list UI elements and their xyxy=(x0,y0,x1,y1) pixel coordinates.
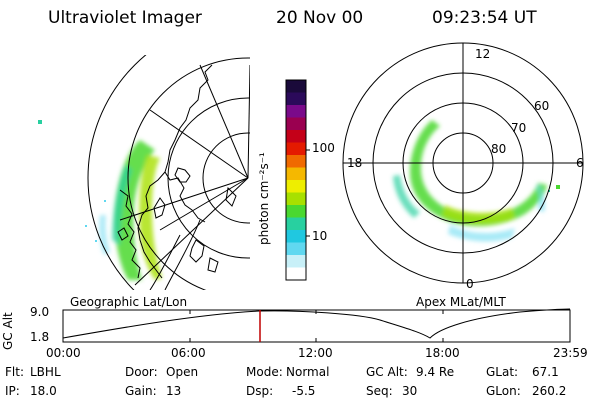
colorbar-swatch xyxy=(286,105,306,118)
info-glat-value: 67.1 xyxy=(532,365,559,379)
timeline-frame xyxy=(62,309,571,343)
timeline-ticks xyxy=(189,310,444,342)
info-ip-value: 18.0 xyxy=(30,384,57,398)
geo-stray-pixel xyxy=(38,120,42,124)
colorbar-tick-10: 10 xyxy=(312,229,328,243)
colorbar-swatch xyxy=(286,192,306,206)
info-flt-label: Flt: xyxy=(5,365,24,379)
info-mode-label: Mode: xyxy=(246,365,283,379)
info-dsp-value: -5.5 xyxy=(292,384,316,398)
altitude-curve xyxy=(62,308,571,339)
info-seq-value: 30 xyxy=(402,384,418,398)
info-gain-value: 13 xyxy=(166,384,182,398)
timeline-xtick-1200: 12:00 xyxy=(298,346,333,360)
info-gcalt-label: GC Alt: xyxy=(366,365,408,379)
continent-outlines xyxy=(117,64,237,279)
polar-panel xyxy=(342,42,584,284)
altitude-timeline xyxy=(62,308,571,343)
colorbar-swatch xyxy=(286,230,306,243)
colorbar-swatch xyxy=(286,142,306,156)
colorbar-frame xyxy=(285,79,307,281)
geo-speckle xyxy=(85,200,106,242)
colorbar-swatch xyxy=(286,117,306,131)
polar-bright-pixel xyxy=(556,185,560,189)
observation-time: 09:23:54 UT xyxy=(432,8,537,28)
timeline-ytick-high: 9.0 xyxy=(30,305,50,319)
info-door-value: Open xyxy=(166,365,199,379)
colorbar-swatch xyxy=(286,80,306,93)
info-glat-label: GLat: xyxy=(486,365,519,379)
colorbar-swatch xyxy=(286,167,306,181)
info-gcalt-value: 9.4 Re xyxy=(416,365,455,379)
colorbar-unit-label: photon cm⁻²s⁻¹ xyxy=(257,152,271,245)
geo-aurora xyxy=(99,140,162,280)
geographic-panel xyxy=(85,55,250,290)
lat-label-80: 80 xyxy=(491,142,507,156)
info-mode-value: Normal xyxy=(286,365,330,379)
timeline-xtick-0000: 00:00 xyxy=(46,346,81,360)
mlt-label-12: 12 xyxy=(475,47,491,61)
info-gain-label: Gain: xyxy=(125,384,157,398)
mlt-label-0: 0 xyxy=(466,277,474,291)
colorbar-swatch xyxy=(286,267,306,281)
colorbar-swatch xyxy=(286,155,306,168)
info-seq-label: Seq: xyxy=(366,384,393,398)
timeline-xtick-0600: 06:00 xyxy=(171,346,206,360)
info-glon-value: 260.2 xyxy=(532,384,567,398)
info-glon-label: GLon: xyxy=(486,384,521,398)
instrument-title: Ultraviolet Imager xyxy=(48,8,202,28)
lat-label-60: 60 xyxy=(534,99,550,113)
timeline-ylabel: GC Alt xyxy=(1,312,15,350)
colorbar-swatch xyxy=(286,255,306,268)
colorbar-swatch xyxy=(286,92,306,106)
polar-aurora xyxy=(393,120,547,242)
timeline-left-title: Geographic Lat/Lon xyxy=(70,295,188,309)
timeline-ytick-low: 1.8 xyxy=(30,330,50,344)
info-door-label: Door: xyxy=(125,365,158,379)
info-dsp-label: Dsp: xyxy=(246,384,274,398)
timeline-right-title: Apex MLat/MLT xyxy=(416,295,506,309)
info-flt-value: LBHL xyxy=(30,365,61,379)
timeline-xtick-2359: 23:59 xyxy=(553,346,588,360)
observation-date: 20 Nov 00 xyxy=(276,8,364,28)
colorbar-swatch xyxy=(286,242,306,256)
mlt-label-18: 18 xyxy=(347,156,363,170)
info-ip-label: IP: xyxy=(5,384,20,398)
polar-grid xyxy=(342,42,584,284)
colorbar-tick-100: 100 xyxy=(312,141,335,155)
color-bar xyxy=(285,79,310,281)
mlt-label-6: 6 xyxy=(576,156,584,170)
colorbar-swatch xyxy=(286,180,306,193)
lat-label-70: 70 xyxy=(511,121,527,135)
colorbar-swatch xyxy=(286,130,306,143)
timeline-xtick-1800: 18:00 xyxy=(425,346,460,360)
colorbar-swatch xyxy=(286,217,306,231)
geo-grid xyxy=(87,55,250,290)
colorbar-swatch xyxy=(286,205,306,218)
